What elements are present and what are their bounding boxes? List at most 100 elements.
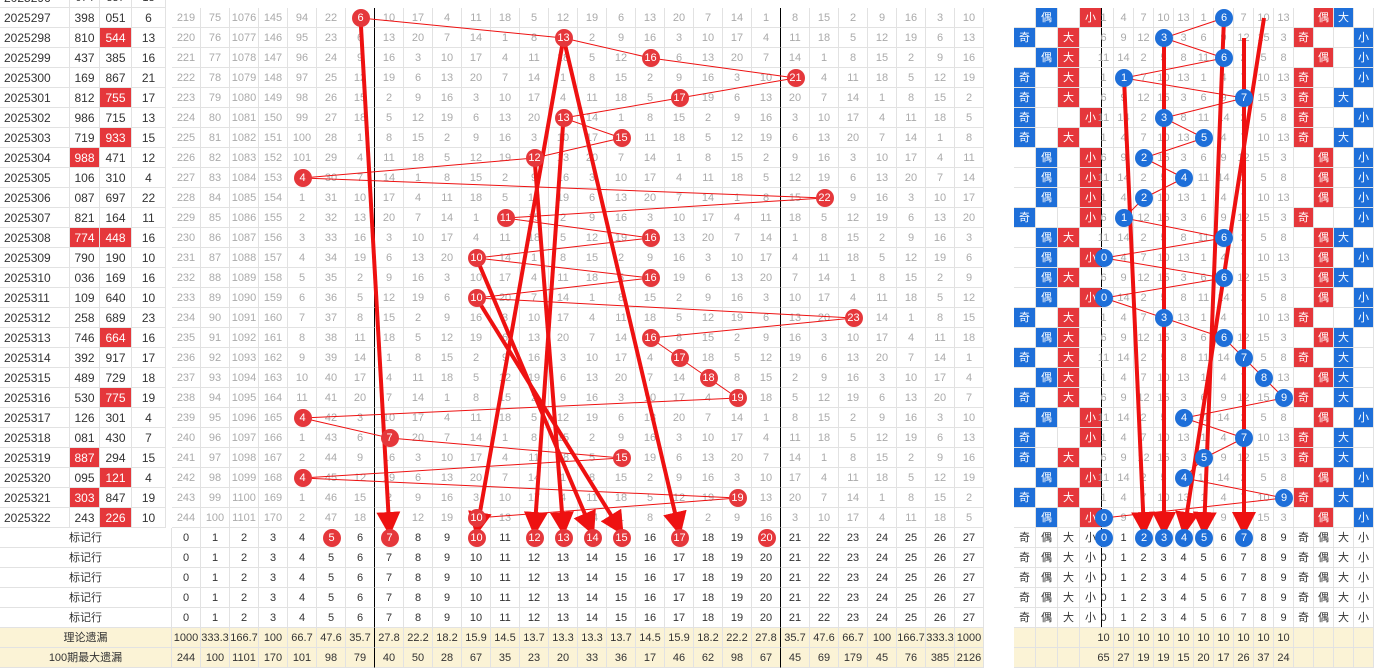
miss-cell: 3 <box>839 148 868 168</box>
miss-cell: 14 <box>433 208 462 228</box>
odd-tag <box>1014 168 1036 188</box>
miss-cell: 1 <box>346 128 375 148</box>
miss-cell: 5 <box>375 508 404 528</box>
marker-num: 14 <box>578 588 607 608</box>
miss-cell: 16 <box>462 308 491 328</box>
marker-blue-tag: 大 <box>1334 608 1354 628</box>
blue-small-tag <box>1354 328 1374 348</box>
blue-ball: 2 <box>1135 149 1153 167</box>
max-value: 62 <box>694 648 723 668</box>
blue-ball: 5 <box>1195 129 1213 147</box>
miss-cell: 10 <box>752 68 781 88</box>
marker-tag: 大 <box>1058 548 1080 568</box>
blue-miss-cell: 14 <box>1214 288 1234 308</box>
blue-even-tag: 偶 <box>1314 268 1334 288</box>
blue-even-tag <box>1314 88 1334 108</box>
miss-cell: 16 <box>433 488 462 508</box>
odd-tag: 奇 <box>1014 88 1036 108</box>
blue-miss-cell: 1 <box>1094 68 1114 88</box>
miss-cell: 5 <box>781 388 810 408</box>
miss-cell: 11 <box>694 168 723 188</box>
marker-num: 12 <box>520 568 549 588</box>
marker-blue-ball: 5 <box>1195 529 1213 547</box>
miss-cell: 1 <box>491 28 520 48</box>
miss-cell: 14 <box>810 268 839 288</box>
even-tag: 偶 <box>1036 408 1058 428</box>
miss-cell: 1101 <box>230 508 259 528</box>
miss-cell: 10 <box>926 188 955 208</box>
blue-big-tag: 大 <box>1334 348 1354 368</box>
num-cell: 530 <box>70 388 100 408</box>
marker-blue-tag: 偶 <box>1314 568 1334 588</box>
max-blue: 27 <box>1114 648 1134 668</box>
issue-cell: 2025313 <box>0 328 70 348</box>
miss-cell: 32 <box>317 208 346 228</box>
issue-cell: 2025316 <box>0 388 70 408</box>
marker-num: 1 <box>201 528 230 548</box>
num-cell: 933 <box>100 128 132 148</box>
miss-cell: 156 <box>259 228 288 248</box>
red-ball: 22 <box>815 189 834 207</box>
marker-num: 24 <box>868 588 897 608</box>
miss-cell: 16 <box>752 508 781 528</box>
blue-miss-cell: 13 <box>1174 428 1194 448</box>
marker-blue-num <box>1234 528 1254 548</box>
marker-blue-num: 0 <box>1094 588 1114 608</box>
blue-miss-cell: 13 <box>1174 248 1194 268</box>
miss-cell: 16 <box>404 268 433 288</box>
miss-cell: 20 <box>723 448 752 468</box>
miss-cell: 243 <box>172 488 201 508</box>
blue-even-tag: 偶 <box>1314 328 1334 348</box>
miss-cell: 6 <box>926 28 955 48</box>
miss-cell: 100 <box>288 128 317 148</box>
marker-num: 15 <box>607 608 636 628</box>
miss-cell: 159 <box>259 288 288 308</box>
blue-ball: 3 <box>1155 29 1173 47</box>
miss-cell: 2 <box>288 208 317 228</box>
blue-miss-cell: 12 <box>1234 388 1254 408</box>
miss-cell: 1 <box>752 408 781 428</box>
marker-num: 13 <box>549 588 578 608</box>
small-tag: 小 <box>1080 108 1102 128</box>
num-cell: 847 <box>100 488 132 508</box>
miss-cell: 42 <box>317 408 346 428</box>
miss-cell: 20 <box>868 348 897 368</box>
odd-tag <box>1014 508 1036 528</box>
blue-even-tag: 偶 <box>1314 228 1334 248</box>
marker-num: 24 <box>868 568 897 588</box>
miss-cell: 26 <box>317 88 346 108</box>
miss-cell: 16 <box>694 68 723 88</box>
marker-blue-num: 8 <box>1254 528 1274 548</box>
blue-miss-cell: 2 <box>1134 468 1154 488</box>
miss-cell: 5 <box>752 168 781 188</box>
num-cell: 398 <box>70 8 100 28</box>
issue-cell: 2025314 <box>0 348 70 368</box>
big-tag <box>1058 468 1080 488</box>
miss-cell: 2 <box>897 48 926 68</box>
miss-cell: 9 <box>810 368 839 388</box>
marker-tag: 偶 <box>1036 588 1058 608</box>
sum-cell: 17 <box>132 348 166 368</box>
blue-miss-cell: 1 <box>1194 488 1214 508</box>
big-tag <box>1058 8 1080 28</box>
miss-cell: 20 <box>781 488 810 508</box>
miss-cell: 2 <box>433 128 462 148</box>
odd-tag: 奇 <box>1014 448 1036 468</box>
blue-miss-cell: 9 <box>1114 448 1134 468</box>
even-tag: 偶 <box>1036 248 1058 268</box>
marker-blue-num: 4 <box>1174 588 1194 608</box>
miss-cell: 2 <box>288 508 317 528</box>
blue-big-tag: 大 <box>1334 448 1354 468</box>
blue-miss-cell: 4 <box>1214 308 1234 328</box>
issue-cell: 2025308 <box>0 228 70 248</box>
blue-miss-cell: 1 <box>1094 368 1114 388</box>
miss-cell: 11 <box>433 188 462 208</box>
miss-cell: 2 <box>346 268 375 288</box>
miss-cell: 11 <box>897 108 926 128</box>
miss-cell: 12 <box>549 408 578 428</box>
blue-small-tag: 小 <box>1354 508 1374 528</box>
miss-cell: 4 <box>288 248 317 268</box>
blue-miss-cell: 11 <box>1094 408 1114 428</box>
small-tag: 小 <box>1080 428 1102 448</box>
marker-blue-num: 7 <box>1234 608 1254 628</box>
